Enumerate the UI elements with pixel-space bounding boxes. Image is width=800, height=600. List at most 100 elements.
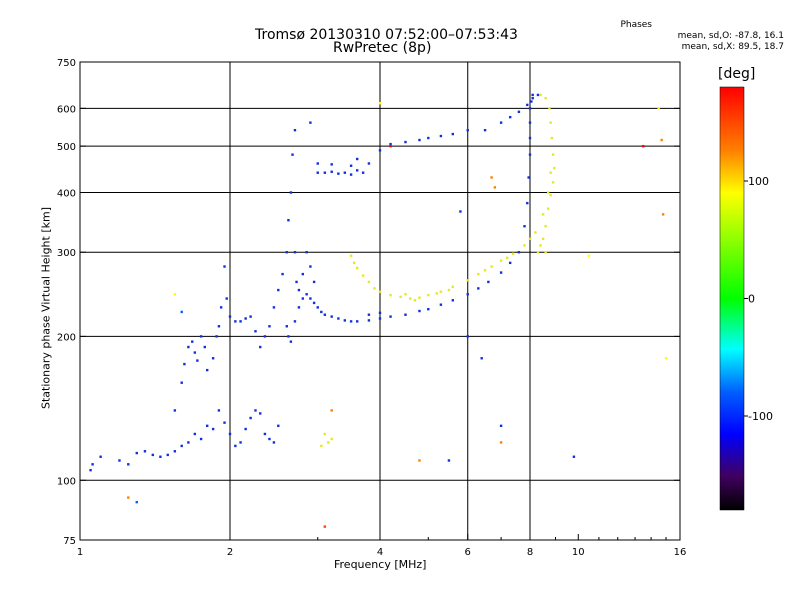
- x-mode-point: [427, 293, 430, 297]
- x-mode-point: [373, 287, 376, 290]
- o-mode-point: [527, 176, 530, 179]
- o-mode-point: [499, 271, 503, 274]
- o-mode-point: [330, 163, 333, 166]
- x-mode-point: [439, 290, 443, 293]
- x-mode-point: [404, 293, 407, 296]
- o-mode-point: [151, 453, 155, 457]
- o-mode-point: [439, 303, 443, 306]
- scattered-point: [657, 107, 660, 110]
- scattered-point: [572, 455, 576, 458]
- x-tick-label: 16: [674, 547, 687, 558]
- x-mode-point: [536, 251, 540, 254]
- y-tick-label: 100: [57, 476, 76, 487]
- o-mode-point: [223, 421, 226, 424]
- y-tick-label: 300: [57, 248, 76, 259]
- o-mode-point: [301, 297, 305, 300]
- o-mode-point: [268, 437, 271, 441]
- scattered-point: [323, 525, 327, 528]
- x-mode-point: [546, 207, 550, 210]
- o-mode-point: [343, 171, 347, 174]
- scattered-point: [418, 459, 421, 462]
- colorbar-tick-label: 100: [748, 175, 769, 188]
- o-mode-point: [367, 313, 371, 316]
- scattered-point: [309, 121, 312, 124]
- x-mode-point: [511, 252, 515, 255]
- scattered-point: [459, 210, 462, 213]
- o-mode-point: [367, 162, 371, 165]
- o-mode-point: [249, 315, 252, 318]
- x-mode-point: [361, 274, 365, 277]
- o-mode-point: [312, 301, 316, 305]
- o-mode-point: [287, 219, 290, 222]
- o-mode-point: [285, 251, 288, 254]
- o-mode-point: [259, 345, 262, 349]
- x-mode-point: [409, 297, 412, 300]
- scattered-point: [127, 496, 130, 499]
- o-mode-point: [487, 280, 490, 284]
- o-mode-point: [312, 280, 316, 284]
- o-mode-point: [355, 169, 359, 172]
- x-mode-point: [355, 266, 359, 270]
- o-mode-point: [205, 424, 209, 428]
- scattered-point: [466, 335, 469, 338]
- x-mode-point: [549, 121, 552, 124]
- x-mode-point: [528, 237, 532, 241]
- o-mode-point: [451, 132, 455, 136]
- x-tick-label: 4: [377, 547, 383, 558]
- o-mode-point: [244, 317, 247, 320]
- o-mode-point: [316, 306, 319, 309]
- o-mode-point: [293, 251, 297, 254]
- o-mode-point: [378, 149, 382, 152]
- y-tick-label: 500: [57, 142, 76, 153]
- o-mode-point: [272, 306, 276, 309]
- y-tick-label: 600: [57, 104, 76, 115]
- x-mode-point: [549, 193, 552, 197]
- o-mode-point: [309, 265, 312, 268]
- o-mode-point: [272, 441, 276, 444]
- scattered-point: [642, 144, 645, 148]
- o-mode-point: [343, 319, 347, 322]
- x-mode-point: [546, 191, 550, 194]
- o-mode-point: [217, 409, 221, 412]
- scattered-point: [587, 254, 591, 257]
- scattered-point: [493, 186, 497, 189]
- o-mode-point: [349, 320, 353, 323]
- colorbar-tick-label: 0: [748, 293, 755, 306]
- o-mode-point: [173, 409, 177, 412]
- o-mode-point: [223, 265, 226, 268]
- x-mode-point: [418, 296, 421, 299]
- o-mode-point: [305, 293, 308, 296]
- o-mode-point: [309, 297, 312, 300]
- o-mode-point: [439, 134, 443, 138]
- o-mode-point: [173, 450, 177, 453]
- x-mode-point: [323, 432, 327, 436]
- o-mode-point: [277, 424, 280, 428]
- o-mode-point: [91, 463, 94, 466]
- x-mode-point: [544, 96, 547, 100]
- o-mode-point: [323, 313, 327, 316]
- x-mode-point: [523, 244, 526, 247]
- x-mode-point: [413, 299, 417, 302]
- o-mode-point: [337, 172, 340, 175]
- x-mode-point: [539, 244, 542, 247]
- x-tick-label: 10: [572, 547, 585, 558]
- o-mode-point: [531, 93, 534, 97]
- o-mode-point: [211, 357, 215, 360]
- o-mode-point: [289, 191, 293, 194]
- x-mode-point: [447, 288, 451, 292]
- o-mode-point: [127, 463, 130, 466]
- scattered-point: [499, 441, 503, 444]
- o-mode-point: [337, 317, 340, 320]
- x-mode-point: [551, 181, 555, 184]
- scattered-point: [447, 459, 451, 462]
- x-tick-label: 8: [527, 547, 533, 558]
- o-mode-point: [297, 288, 301, 292]
- o-mode-point: [219, 306, 223, 309]
- y-tick-label: 400: [57, 188, 76, 199]
- phases-x-stats: mean, sd,X: 89.5, 18.7: [681, 42, 784, 52]
- o-mode-point: [244, 427, 247, 431]
- scattered-point: [135, 500, 138, 504]
- o-mode-point: [263, 335, 267, 338]
- o-mode-point: [451, 299, 455, 302]
- x-mode-point: [544, 251, 547, 254]
